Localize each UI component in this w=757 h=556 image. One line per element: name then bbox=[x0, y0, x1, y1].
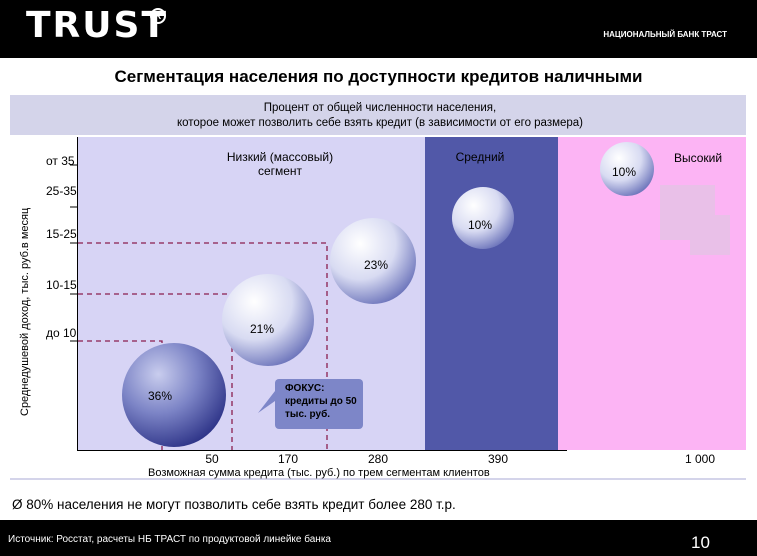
bubble-36 bbox=[122, 343, 226, 447]
x-tick-label: 50 bbox=[205, 452, 219, 466]
decor-square bbox=[690, 215, 730, 255]
logo: TRUST bbox=[26, 5, 168, 46]
y-tick-label: от 35 bbox=[46, 154, 75, 168]
divider bbox=[10, 478, 746, 480]
focus-callout: ФОКУС: кредиты до 50 тыс. руб. bbox=[275, 379, 363, 429]
bubble-21 bbox=[222, 274, 314, 366]
segment-title-mid: Средний bbox=[455, 150, 505, 164]
x-tick-label: 170 bbox=[277, 452, 299, 466]
bubble-label: 23% bbox=[364, 258, 389, 272]
registered-mark-icon: R bbox=[150, 8, 166, 24]
bubble-23 bbox=[330, 218, 416, 304]
bank-name: НАЦИОНАЛЬНЫЙ БАНК ТРАСТ bbox=[603, 30, 727, 39]
subtitle: Процент от общей численности населения, … bbox=[60, 101, 700, 131]
focus-line-2: кредиты до 50 bbox=[285, 396, 357, 407]
bubble-label: 21% bbox=[250, 322, 275, 336]
key-takeaway: Ø 80% населения не могут позволить себе … bbox=[12, 497, 456, 512]
x-tick-label: 1 000 bbox=[684, 452, 716, 466]
segment-title-high: Высокий bbox=[673, 151, 723, 165]
segment-title-low: Низкий (массовый) сегмент bbox=[226, 150, 334, 178]
x-axis-title: Возможная сумма кредита (тыс. руб.) по т… bbox=[148, 467, 490, 479]
x-tick-label: 280 bbox=[367, 452, 389, 466]
slide-title: Сегментация населения по доступности кре… bbox=[114, 67, 643, 86]
footer-bar bbox=[0, 520, 757, 556]
y-tick-label: 10-15 bbox=[46, 278, 77, 292]
bubble-label: 10% bbox=[612, 165, 637, 179]
bubble-10-mid bbox=[452, 187, 514, 249]
bubble-label: 36% bbox=[148, 389, 173, 403]
y-tick-label: до 10 bbox=[46, 326, 77, 340]
y-tick-label: 25-35 bbox=[46, 184, 77, 198]
subtitle-line-2: которое может позволить себе взять креди… bbox=[176, 117, 584, 129]
focus-line-3: тыс. руб. bbox=[285, 409, 331, 420]
focus-line-1: ФОКУС: bbox=[285, 383, 325, 394]
subtitle-band bbox=[10, 95, 746, 135]
header-bar bbox=[0, 0, 757, 58]
x-axis bbox=[77, 450, 567, 451]
y-tick-label: 15-25 bbox=[46, 227, 77, 241]
y-axis-title: Среднедушевой доход, тыс. руб.в месяц bbox=[19, 207, 31, 416]
bubble-label: 10% bbox=[468, 218, 493, 232]
subtitle-line-1: Процент от общей численности населения, bbox=[263, 102, 497, 114]
focus-pointer bbox=[258, 391, 275, 413]
page-number: 10 bbox=[691, 533, 710, 552]
bubble-10-high bbox=[600, 142, 654, 196]
source-note: Источник: Росстат, расчеты НБ ТРАСТ по п… bbox=[8, 534, 331, 545]
y-axis bbox=[77, 137, 78, 450]
x-tick-label: 390 bbox=[487, 452, 509, 466]
